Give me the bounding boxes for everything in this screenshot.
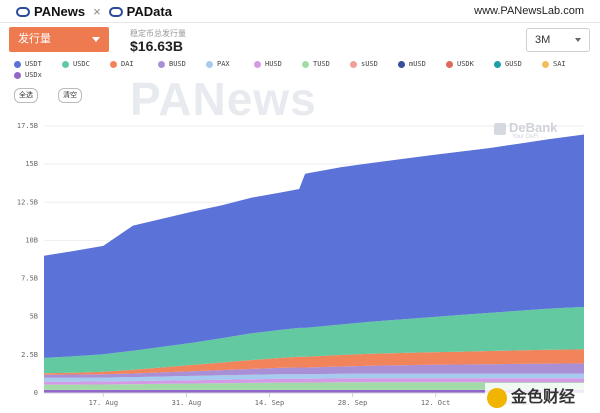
metric-dropdown[interactable]: 发行量 bbox=[9, 27, 109, 52]
legend-label: USDK bbox=[457, 60, 474, 68]
brand-left: PANews bbox=[34, 4, 86, 19]
y-tick-label: 0 bbox=[34, 389, 38, 397]
legend-swatch bbox=[206, 60, 213, 68]
legend-label: TUSD bbox=[313, 60, 330, 68]
legend-label: PAX bbox=[217, 60, 230, 68]
area-series-busd[interactable] bbox=[44, 363, 584, 378]
legend-swatch bbox=[14, 60, 21, 68]
y-tick-label: 12.5B bbox=[17, 198, 38, 206]
legend-item-dai[interactable]: DAI bbox=[110, 60, 134, 68]
area-series-tusd[interactable] bbox=[44, 382, 584, 390]
legend-label: SAI bbox=[553, 60, 566, 68]
legend-item-susd[interactable]: sUSD bbox=[350, 60, 378, 68]
legend-swatch bbox=[302, 60, 309, 68]
brand-separator: × bbox=[93, 4, 101, 19]
stat-label: 稳定币总发行量 bbox=[130, 29, 186, 38]
legend-item-tusd[interactable]: TUSD bbox=[302, 60, 330, 68]
legend-label: USDT bbox=[25, 60, 42, 68]
legend-label: GUSD bbox=[505, 60, 522, 68]
site-url: www.PANewsLab.com bbox=[474, 5, 584, 17]
x-tick-label: 31. Aug bbox=[172, 399, 202, 407]
clear-button[interactable]: 清空 bbox=[58, 88, 82, 103]
legend-swatch bbox=[14, 71, 21, 79]
chevron-down-icon bbox=[575, 38, 581, 42]
legend-label: sUSD bbox=[361, 60, 378, 68]
area-series-usdc[interactable] bbox=[44, 306, 584, 374]
area-series-usdt[interactable] bbox=[44, 134, 584, 358]
legend-item-busd[interactable]: BUSD bbox=[158, 60, 186, 68]
x-tick-label: 12. Oct bbox=[421, 399, 451, 407]
brand: PANews × PAData bbox=[16, 4, 172, 19]
y-tick-label: 2.5B bbox=[21, 351, 38, 359]
debank-logo-icon bbox=[494, 122, 506, 135]
legend-item-usdk[interactable]: USDK bbox=[446, 60, 474, 68]
legend-swatch bbox=[494, 60, 501, 68]
legend-label: HUSD bbox=[265, 60, 282, 68]
debank-subtitle: Your DeFi ... bbox=[512, 134, 546, 140]
jinse-logo-icon bbox=[487, 387, 507, 408]
top-header: PANews × PAData www.PANewsLab.com bbox=[0, 0, 600, 23]
legend-item-usdt[interactable]: USDT bbox=[14, 60, 42, 68]
metric-dropdown-label: 发行量 bbox=[18, 33, 51, 45]
debank-watermark: DeBank Your DeFi ... bbox=[494, 120, 558, 140]
jinse-watermark: 金色财经 bbox=[485, 383, 600, 413]
legend-swatch bbox=[350, 60, 357, 68]
legend-swatch bbox=[62, 60, 69, 68]
legend-label: DAI bbox=[121, 60, 134, 68]
panews-logo-icon bbox=[16, 6, 30, 17]
legend-swatch bbox=[254, 60, 261, 68]
legend-item-sai[interactable]: SAI bbox=[542, 60, 566, 68]
legend-label: USDx bbox=[25, 71, 42, 79]
legend-swatch bbox=[158, 60, 165, 68]
y-tick-label: 7.5B bbox=[21, 275, 38, 283]
legend-item-husd[interactable]: HUSD bbox=[254, 60, 282, 68]
debank-label: DeBank bbox=[509, 120, 558, 135]
padata-logo-icon bbox=[108, 6, 123, 17]
legend-swatch bbox=[542, 60, 549, 68]
area-series-usdx[interactable] bbox=[44, 389, 584, 393]
area-series-dai[interactable] bbox=[44, 349, 584, 375]
y-tick-label: 17.5B bbox=[17, 122, 38, 130]
area-series-pax[interactable] bbox=[44, 373, 584, 382]
legend-label: BUSD bbox=[169, 60, 186, 68]
legend-item-usdc[interactable]: USDC bbox=[62, 60, 90, 68]
time-range-dropdown[interactable]: 3M bbox=[526, 28, 590, 52]
legend-label: USDC bbox=[73, 60, 90, 68]
area-series-husd[interactable] bbox=[44, 378, 584, 385]
x-tick-label: 14. Sep bbox=[255, 399, 285, 407]
select-all-button[interactable]: 全选 bbox=[14, 88, 38, 103]
legend-item-pax[interactable]: PAX bbox=[206, 60, 230, 68]
legend-swatch bbox=[398, 60, 405, 68]
legend-item-musd[interactable]: mUSD bbox=[398, 60, 426, 68]
legend-swatch bbox=[110, 60, 117, 68]
jinse-label: 金色财经 bbox=[511, 389, 576, 406]
legend-swatch bbox=[446, 60, 453, 68]
x-tick-label: 28. Sep bbox=[338, 399, 368, 407]
legend-item-gusd[interactable]: GUSD bbox=[494, 60, 522, 68]
legend-label: mUSD bbox=[409, 60, 426, 68]
stat-value: $16.63B bbox=[130, 38, 183, 54]
x-tick-label: 17. Aug bbox=[89, 399, 119, 407]
chevron-down-icon bbox=[92, 37, 100, 42]
time-range-label: 3M bbox=[535, 34, 551, 46]
y-tick-label: 10B bbox=[25, 236, 38, 244]
brand-right: PAData bbox=[126, 4, 172, 19]
legend-item-usdx[interactable]: USDx bbox=[14, 71, 42, 79]
y-tick-label: 5B bbox=[30, 313, 38, 321]
y-tick-label: 15B bbox=[25, 160, 38, 168]
